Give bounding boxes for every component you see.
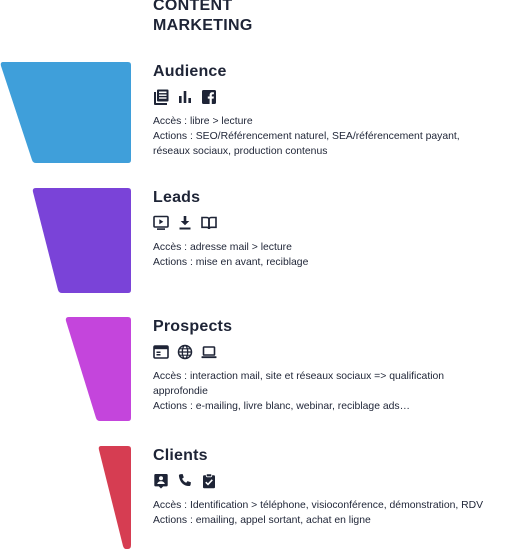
stage-name-audience: Audience	[153, 63, 227, 80]
stage-icons-leads	[153, 215, 503, 231]
browser-window-icon	[153, 344, 169, 360]
stage-description-clients: Accès : Identification > téléphone, visi…	[153, 498, 503, 528]
stage-name-prospects: Prospects	[153, 318, 233, 335]
stage-description-audience: Accès : libre > lecture Actions : SEO/Ré…	[153, 114, 503, 159]
contact-badge-icon	[153, 473, 169, 489]
stage-leads: Leads Accès : adresse mail > lecture Act…	[153, 188, 503, 270]
access-prospects-line-1: Accès : interaction mail, site et réseau…	[153, 371, 445, 382]
funnel-segment-leads	[32, 188, 131, 293]
title-line-1: CONTENT	[153, 0, 233, 14]
diagram-title: CONTENT MARKETING	[153, 0, 253, 36]
laptop-icon	[201, 344, 217, 360]
video-play-icon	[153, 215, 169, 231]
funnel-segment-clients	[98, 446, 131, 549]
actions-clients-line-1: Actions : emailing, appel sortant, achat…	[153, 515, 371, 526]
stage-icons-audience	[153, 89, 503, 105]
actions-audience-line-2: réseaux sociaux, production contenus	[153, 146, 328, 157]
access-prospects-line-2: approfondie	[153, 386, 208, 397]
title-line-2: MARKETING	[153, 17, 253, 34]
globe-icon	[177, 344, 193, 360]
newspaper-icon	[153, 89, 169, 105]
funnel-graphic	[0, 62, 131, 549]
clipboard-check-icon	[201, 473, 217, 489]
actions-audience-line-1: Actions : SEO/Référencement naturel, SEA…	[153, 131, 460, 142]
actions-leads-line-1: Actions : mise en avant, reciblage	[153, 257, 309, 268]
stage-description-prospects: Accès : interaction mail, site et réseau…	[153, 369, 503, 414]
access-clients: Accès : Identification > téléphone, visi…	[153, 500, 484, 511]
stage-icons-prospects	[153, 344, 503, 360]
funnel-segment-audience	[0, 62, 131, 163]
stage-audience: Audience Accès : libre > lecture Actions…	[153, 62, 503, 159]
book-icon	[201, 215, 217, 231]
actions-prospects-line-1: Actions : e-mailing, livre blanc, webina…	[153, 401, 411, 412]
stage-name-leads: Leads	[153, 189, 201, 206]
download-icon	[177, 215, 193, 231]
stage-icons-clients	[153, 473, 503, 489]
stage-clients: Clients Accès : Identification > télépho…	[153, 446, 503, 528]
stage-description-leads: Accès : adresse mail > lecture Actions :…	[153, 240, 503, 270]
facebook-icon	[201, 89, 217, 105]
access-leads: Accès : adresse mail > lecture	[153, 242, 292, 253]
access-audience: Accès : libre > lecture	[153, 116, 253, 127]
funnel-segment-prospects	[65, 317, 131, 421]
phone-icon	[177, 473, 193, 489]
stage-name-clients: Clients	[153, 447, 208, 464]
stage-prospects: Prospects Accès : interaction mail, site…	[153, 317, 503, 414]
bar-chart-icon	[177, 89, 193, 105]
